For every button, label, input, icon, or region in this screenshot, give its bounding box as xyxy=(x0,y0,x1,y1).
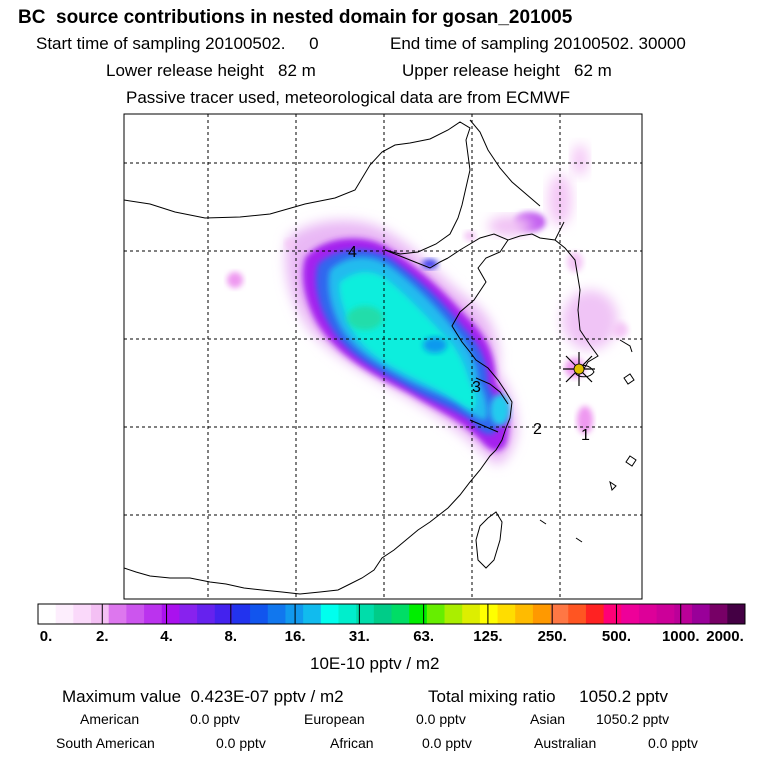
maximum-value: Maximum value 0.423E-07 pptv / m2 xyxy=(62,687,344,706)
colorbar-swatch xyxy=(73,604,92,624)
lat-lon-grid xyxy=(124,114,642,599)
colorbar-units: 10E-10 pptv / m2 xyxy=(310,654,440,673)
release-label-2: 2 xyxy=(533,421,542,438)
colorbar-swatch xyxy=(197,604,216,624)
colorbar-swatch xyxy=(144,604,163,624)
colorbar-tick-label: 1000. xyxy=(661,628,700,645)
colorbar-tick-label: 2000. xyxy=(706,628,744,645)
colorbar-swatch xyxy=(479,604,498,624)
colorbar-swatch xyxy=(338,604,357,624)
colorbar-swatch xyxy=(250,604,269,624)
tracer-note: Passive tracer used, meteorological data… xyxy=(126,88,571,107)
colorbar-swatch xyxy=(674,604,693,624)
colorbar-swatch xyxy=(285,604,304,624)
colorbar-tick-label: 4. xyxy=(160,628,173,645)
region-name: Asian xyxy=(530,711,566,727)
colorbar-swatch xyxy=(108,604,127,624)
region-name: South American xyxy=(56,735,155,751)
colorbar-swatch xyxy=(444,604,463,624)
release-label-1: 1 xyxy=(581,427,590,444)
colorbar-swatch xyxy=(409,604,428,624)
colorbar-tick-label: 8. xyxy=(224,628,238,645)
colorbar-tick-label: 250. xyxy=(537,628,567,645)
colorbar xyxy=(37,603,746,625)
colorbar-swatch xyxy=(356,604,375,624)
colorbar-swatch xyxy=(727,604,746,624)
sampling-start-label: Start time of sampling 20100502. 0 xyxy=(36,34,319,53)
total-mixing-ratio: Total mixing ratio 1050.2 pptv xyxy=(428,687,669,706)
colorbar-swatch xyxy=(426,604,445,624)
map-frame xyxy=(123,113,643,600)
release-label-4: 4 xyxy=(348,244,357,261)
colorbar-swatch xyxy=(462,604,481,624)
colorbar-swatch xyxy=(391,604,410,624)
colorbar-swatch xyxy=(497,604,516,624)
colorbar-swatch xyxy=(550,604,569,624)
colorbar-swatch xyxy=(568,604,587,624)
lower-release-height: Lower release height 82 m xyxy=(106,61,316,80)
colorbar-swatch xyxy=(303,604,322,624)
colorbar-swatch xyxy=(638,604,658,624)
sampling-end-label: End time of sampling 20100502. 30000 xyxy=(390,34,686,53)
colorbar-swatch xyxy=(126,604,145,624)
region-name: American xyxy=(80,711,140,727)
region-name: European xyxy=(304,711,365,727)
region-value: 1050.2 pptv xyxy=(596,711,670,727)
colorbar-swatch xyxy=(91,604,110,624)
colorbar-swatch xyxy=(621,604,640,624)
colorbar-tick-label: 0. xyxy=(39,628,53,645)
colorbar-swatch xyxy=(320,604,339,624)
colorbar-swatch xyxy=(373,604,392,624)
plot-title: BC source contributions in nested domain… xyxy=(18,7,573,28)
colorbar-swatch xyxy=(656,604,675,624)
colorbar-swatch xyxy=(532,604,551,624)
region-value: 0.0 pptv xyxy=(190,711,240,727)
colorbar-swatch xyxy=(603,604,622,624)
colorbar-swatch xyxy=(55,604,74,624)
colorbar-swatch xyxy=(267,604,286,624)
receptor-marker-icon xyxy=(563,352,595,386)
release-label-3: 3 xyxy=(472,379,481,396)
region-value: 0.0 pptv xyxy=(216,735,266,751)
colorbar-swatch xyxy=(214,604,233,624)
colorbar-swatch xyxy=(161,604,180,624)
colorbar-swatch xyxy=(691,604,711,624)
region-value: 0.0 pptv xyxy=(416,711,466,727)
region-value: 0.0 pptv xyxy=(648,735,698,751)
colorbar-tick-label: 500. xyxy=(601,628,632,645)
colorbar-tick-label: 125. xyxy=(473,628,503,645)
region-value: 0.0 pptv xyxy=(422,735,472,751)
colorbar-tick-label: 63. xyxy=(413,628,435,645)
coastlines xyxy=(124,119,637,595)
concentration-plume xyxy=(227,144,628,464)
upper-release-height: Upper release height 62 m xyxy=(402,61,612,80)
colorbar-swatch xyxy=(709,604,728,624)
colorbar-swatch xyxy=(515,604,534,624)
colorbar-swatch xyxy=(179,604,198,624)
region-name: Australian xyxy=(534,735,597,751)
colorbar-swatch xyxy=(232,604,251,624)
region-name: African xyxy=(330,735,374,751)
colorbar-tick-label: 16. xyxy=(284,628,306,645)
colorbar-tick-label: 2. xyxy=(96,628,109,645)
colorbar-swatch xyxy=(38,604,57,624)
colorbar-swatch xyxy=(585,604,604,624)
colorbar-frame xyxy=(37,603,746,625)
colorbar-tick-label: 31. xyxy=(348,628,370,645)
